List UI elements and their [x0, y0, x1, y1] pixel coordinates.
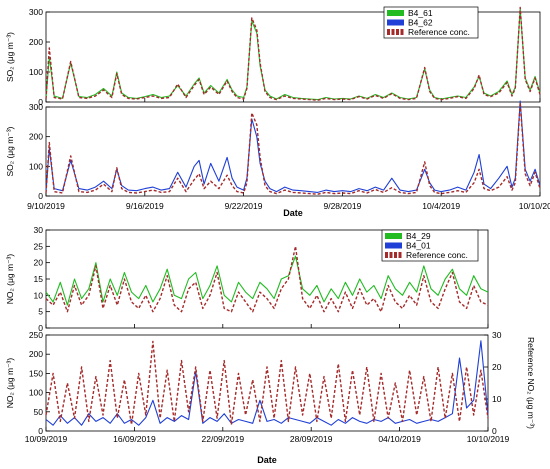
y-tick-label: 250 [29, 330, 43, 340]
plot-frame [45, 11, 541, 103]
series-line-b4-01 [45, 340, 489, 426]
y-tick-label: 0 [38, 191, 43, 201]
y-tick-label: 10 [34, 290, 44, 300]
x-tick-label: 9/10/2019 [27, 201, 65, 211]
x-tick-label: 9/16/2019 [126, 201, 164, 211]
y-tick-label: 200 [29, 349, 43, 359]
y-axis-label: SO₂ (μg m⁻³) [5, 126, 15, 176]
y-tick-label: 200 [29, 132, 43, 142]
legend-swatch-dash [385, 252, 388, 258]
x-axis-label: Date [283, 208, 303, 218]
legend-swatch-dash [394, 252, 397, 258]
panel-no2a: 0 5 10 15 20 25 30 NO₂ (μg m⁻³) [5, 225, 489, 333]
y-tick-label: 0 [38, 97, 43, 107]
legend-swatch-dash [396, 29, 399, 35]
x-tick-label: 10/10/2019 [467, 434, 510, 444]
panel-so2a: 0 100 200 300 SO₂ (μg m⁻³) [5, 6, 541, 107]
y-tick-label: 300 [29, 102, 43, 112]
legend-swatch-dash [400, 29, 404, 35]
series-line-reference-conc [45, 101, 541, 195]
y-axis-label: NO₂ (μg m⁻³) [5, 358, 15, 409]
y-tick-label: 0 [38, 426, 43, 436]
y-tick-label: 200 [29, 37, 43, 47]
series-line-reference-conc [45, 245, 489, 313]
legend-label: Reference conc. [408, 27, 470, 37]
x-tick-label: 10/10/2019 [519, 201, 550, 211]
legend-label: B4_29 [406, 231, 431, 241]
legend-swatch-dash [391, 29, 395, 35]
y-axis-label: SO₂ (μg m⁻³) [5, 32, 15, 82]
legend-label: Reference conc. [406, 250, 468, 260]
legend-swatch [385, 242, 402, 249]
legend-swatch [385, 233, 402, 239]
legend-label: B4_01 [406, 241, 431, 251]
y-right-tick-label: 0 [492, 426, 497, 436]
series-line-reference-conc [45, 6, 541, 101]
y-right-tick-label: 20 [492, 362, 502, 372]
y-tick-label: 15 [34, 274, 44, 284]
y-right-axis-label: Reference NO₂ (μg m⁻³) [526, 337, 536, 429]
x-tick-label: 28/09/2019 [290, 434, 333, 444]
panel-no2b: 0 50 100 150 200 250 0 10 20 30 Reference NO₂ (μg … [5, 330, 536, 436]
y-right-tick-label: 30 [492, 330, 502, 340]
y-tick-label: 50 [34, 407, 44, 417]
y-tick-label: 20 [34, 258, 44, 268]
x-tick-label: 22/09/2019 [202, 434, 245, 444]
y-tick-label: 150 [29, 368, 43, 378]
y-axis-label: NO₂ (μg m⁻³) [5, 254, 15, 305]
legend-label: B4_61 [408, 8, 433, 18]
legend-swatch-dash [387, 29, 390, 35]
y-tick-label: 300 [29, 7, 43, 17]
y-tick-label: 0 [38, 323, 43, 333]
panel-so2b: 0 100 200 300 SO₂ (μg m⁻³) [5, 100, 541, 201]
x-tick-label: 9/22/2019 [225, 201, 263, 211]
legend-swatch [387, 10, 404, 16]
x-axis-label: Date [257, 455, 277, 465]
y-tick-label: 5 [38, 307, 43, 317]
x-tick-label: 9/28/2019 [323, 201, 361, 211]
y-tick-label: 25 [34, 241, 44, 251]
chart-top: 0 100 200 300 SO₂ (μg m⁻³) 0 100 200 300 SO₂ (μg … [5, 6, 550, 218]
y-tick-label: 100 [29, 161, 43, 171]
y-tick-label: 30 [34, 225, 44, 235]
plot-frame [45, 334, 489, 432]
y-tick-label: 100 [29, 388, 43, 398]
y-tick-label: 100 [29, 67, 43, 77]
legend-swatch-dash [398, 252, 402, 258]
legend-swatch [387, 19, 404, 26]
legend-swatch-dash [389, 252, 393, 258]
series-line-b4-29 [45, 255, 489, 306]
x-tick-label: 10/4/2019 [422, 201, 460, 211]
x-tick-label: 16/09/2019 [113, 434, 156, 444]
series-line-reference-conc [45, 340, 489, 426]
plot-frame [45, 106, 541, 197]
y-right-tick-label: 10 [492, 394, 502, 404]
series-line-b4-62 [45, 100, 541, 193]
legend-label: B4_62 [408, 18, 433, 28]
x-tick-label: 04/10/2019 [378, 434, 421, 444]
x-tick-label: 10/09/2019 [25, 434, 68, 444]
